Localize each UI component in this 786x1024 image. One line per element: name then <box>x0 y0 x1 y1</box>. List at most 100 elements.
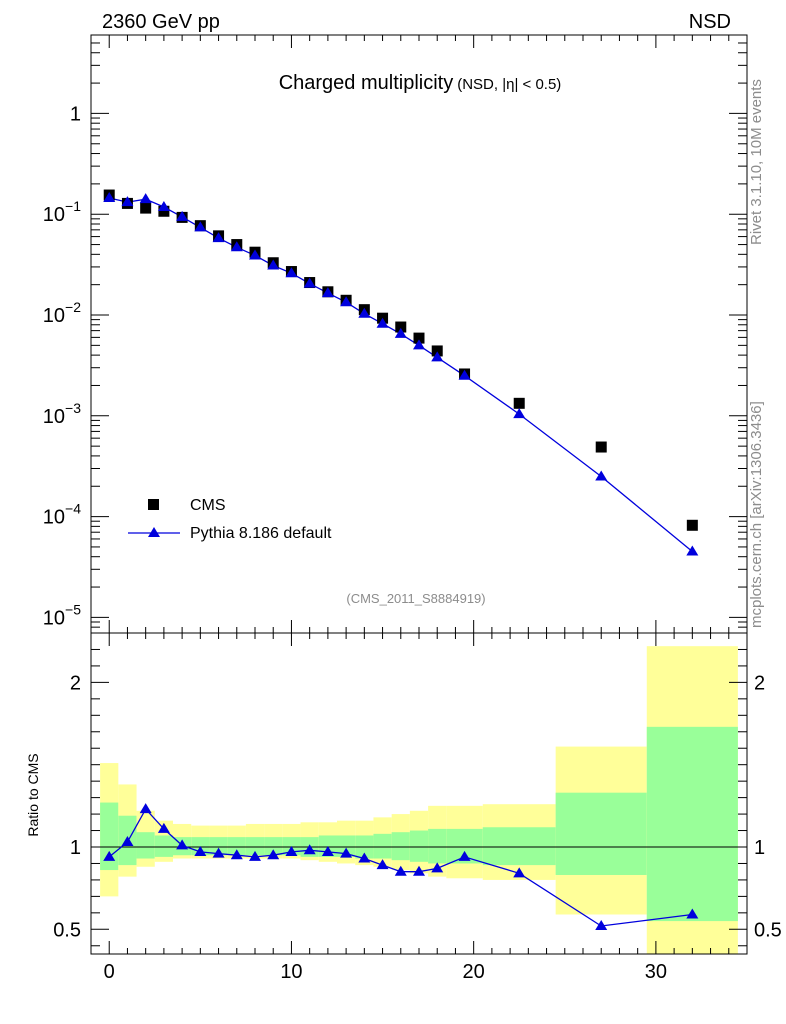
tick-label-exponent: −4 <box>65 501 81 517</box>
main-y-tick-label: 10−3 <box>43 400 81 428</box>
main-y-tick-label: 10−2 <box>43 299 81 327</box>
ratio-y-tick-label-right: 0.5 <box>754 919 782 941</box>
ratio-point <box>358 852 371 863</box>
ratio-point <box>686 908 699 919</box>
ratio-band-inner <box>245 837 265 856</box>
ratio-y-tick-label-right: 2 <box>754 672 765 694</box>
ratio-point <box>376 859 389 870</box>
mc-point <box>212 232 225 243</box>
rivet-label: Rivet 3.1.10, 10M events <box>748 79 765 245</box>
title-suffix: (NSD, |η| < 0.5) <box>457 76 561 93</box>
title-main: Charged multiplicity <box>279 72 454 94</box>
mc-point <box>103 191 116 202</box>
mc-point <box>376 317 389 328</box>
main-title: Charged multiplicity (NSD, |η| < 0.5) <box>279 72 562 94</box>
legend-pythia-marker <box>148 527 160 537</box>
axes <box>90 34 748 955</box>
mcplots-label: mcplots.cern.ch [arXiv:1306.3436] <box>748 401 765 628</box>
legend-pythia-label: Pythia 8.186 default <box>190 525 332 542</box>
tick-label-exponent: −5 <box>65 601 81 617</box>
mc-point <box>303 277 316 288</box>
ratio-point <box>413 865 425 876</box>
cms-data-point <box>140 202 152 214</box>
ratio-band-inner <box>264 837 283 856</box>
ratio-point <box>176 839 189 850</box>
ratio-point <box>194 845 207 856</box>
x-tick-label: 30 <box>645 961 667 983</box>
tick-label-base: 10 <box>43 204 65 226</box>
ratio-point <box>139 803 152 814</box>
ratio-band-inner <box>337 835 356 857</box>
ratio-bands <box>100 646 738 954</box>
ratio-point <box>595 920 608 931</box>
ratio-point <box>285 845 298 856</box>
ratio-point <box>212 847 225 858</box>
ratio-point <box>303 844 316 855</box>
ratio-band-inner <box>428 828 447 864</box>
main-y-tick-label: 10−4 <box>43 501 81 529</box>
ratio-point <box>431 862 444 873</box>
ratio-point <box>121 836 134 847</box>
ratio-point <box>321 845 334 856</box>
cms-data-point <box>413 332 425 344</box>
tick-label-base: 10 <box>43 406 65 428</box>
main-series <box>103 189 699 556</box>
cms-data-point <box>158 205 170 217</box>
ratio-band-inner <box>409 830 429 862</box>
mc-point <box>431 351 444 362</box>
ratio-band-inner <box>227 837 246 856</box>
ratio-band-inner <box>391 832 410 861</box>
cms-data-point <box>595 441 607 453</box>
tick-label-exponent: −2 <box>65 299 81 315</box>
ratio-y-tick-label-left: 1 <box>70 837 81 859</box>
mc-point <box>194 221 207 232</box>
tick-label-base: 10 <box>43 507 65 529</box>
ratio-point <box>340 847 353 858</box>
tick-label-exponent: −1 <box>65 198 81 214</box>
x-tick-label: 20 <box>463 961 485 983</box>
cms-data-point <box>395 321 407 333</box>
main-y-tick-label: 1 <box>70 103 81 125</box>
mc-point <box>285 267 298 278</box>
ratio-band-inner <box>482 827 556 866</box>
ratio-ylabel: Ratio to CMS <box>25 753 41 836</box>
main-y-tick-label: 10−5 <box>43 601 81 629</box>
cms-data-point <box>431 345 443 357</box>
mc-point <box>267 259 280 270</box>
x-tick-label: 10 <box>280 961 302 983</box>
mc-point <box>686 545 699 556</box>
mc-point <box>321 287 334 298</box>
mc-point <box>458 369 471 380</box>
mc-point <box>394 327 407 338</box>
tick-label-base: 10 <box>43 305 65 327</box>
ratio-point <box>394 865 407 876</box>
ratio-point <box>103 850 116 861</box>
tick-labels: 110−110−210−310−410−50.5 0.51 12 20 10 20 30 <box>43 103 782 983</box>
ratio-point <box>267 849 280 860</box>
mc-point <box>249 249 261 260</box>
mc-point <box>358 307 371 318</box>
ratio-band-inner <box>136 832 155 859</box>
tick-label-exponent: −3 <box>65 400 81 416</box>
ratio-point <box>513 867 526 878</box>
cms-data-point <box>686 519 698 531</box>
ratio-series <box>103 803 699 931</box>
ratio-band-inner <box>154 835 173 857</box>
ratio-point <box>157 822 170 833</box>
ratio-band-inner <box>555 792 647 875</box>
legend-cms-label: CMS <box>190 497 226 514</box>
ratio-point <box>249 850 261 861</box>
ratio-y-tick-label-left: 2 <box>70 672 81 694</box>
mc-point <box>513 408 526 419</box>
legend-cms-marker <box>148 499 159 510</box>
ratio-y-tick-label-left: 0.5 <box>53 919 81 941</box>
ratio-band-inner <box>373 833 392 859</box>
tick-label-base: 1 <box>70 103 81 125</box>
ratio-point <box>230 849 243 860</box>
ratio-y-tick-label-right: 1 <box>754 837 765 859</box>
cms-data-point <box>513 397 525 409</box>
ratio-point <box>458 850 471 861</box>
legend: CMS Pythia 8.186 default <box>128 497 332 542</box>
